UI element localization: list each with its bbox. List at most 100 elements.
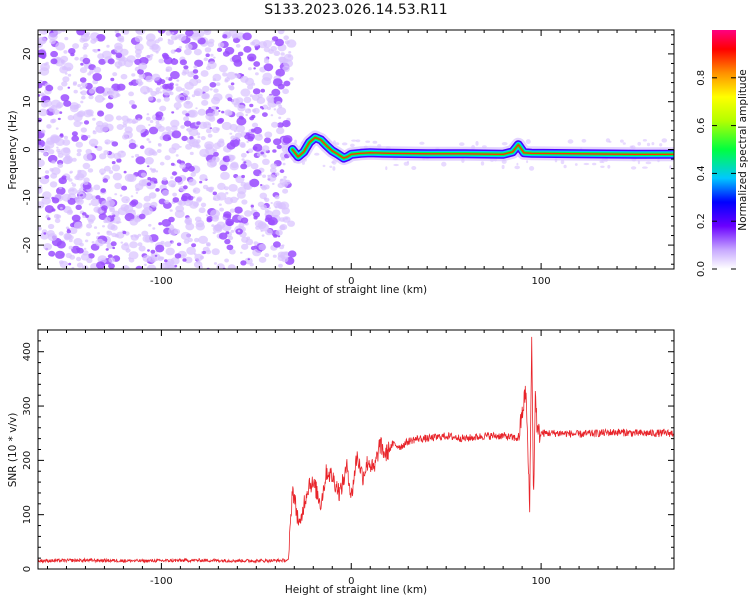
speckle-dot bbox=[38, 108, 48, 117]
speckle-dot bbox=[200, 136, 206, 141]
speckle-dot bbox=[130, 138, 134, 141]
speckle-dot bbox=[170, 162, 175, 166]
speckle-dot bbox=[219, 207, 225, 212]
colorbar-label: Normalized spectral amplitude bbox=[737, 69, 749, 230]
speckle-dot bbox=[131, 120, 137, 124]
speckle-dot bbox=[56, 187, 66, 195]
speckle-dot bbox=[248, 56, 255, 61]
speckle-dot bbox=[130, 195, 134, 198]
speckle-dot bbox=[282, 162, 286, 166]
speckle-dot bbox=[73, 120, 82, 128]
speckle-dot bbox=[259, 192, 268, 199]
speckle-dot bbox=[139, 145, 145, 150]
speckle-dot bbox=[642, 166, 648, 169]
speckle-dot bbox=[167, 137, 172, 141]
speckle-dot bbox=[270, 167, 277, 174]
speckle-dot bbox=[38, 226, 42, 231]
speckle-dot bbox=[192, 201, 200, 207]
speckle-dot bbox=[85, 232, 91, 237]
speckle-dot bbox=[199, 255, 205, 260]
speckle-dot bbox=[67, 73, 72, 77]
speckle-dot bbox=[329, 165, 333, 168]
speckle-dot bbox=[67, 115, 75, 121]
speckle-dot bbox=[529, 166, 535, 171]
speckle-dot bbox=[146, 138, 150, 141]
speckle-dot bbox=[237, 104, 246, 112]
speckle-dot bbox=[43, 243, 52, 251]
speckle-dot bbox=[128, 142, 137, 150]
speckle-dot bbox=[277, 251, 286, 258]
y-tick-label: 200 bbox=[22, 451, 33, 470]
speckle-dot bbox=[253, 211, 260, 218]
speckle-dot bbox=[91, 241, 95, 244]
snr-y-label: SNR (10 * v/v) bbox=[7, 413, 19, 488]
speckle-dot bbox=[144, 263, 147, 266]
speckle-dot bbox=[128, 81, 134, 86]
speckle-dot bbox=[51, 197, 60, 204]
speckle-dot bbox=[76, 152, 82, 157]
speckle-dot bbox=[514, 165, 520, 170]
speckle-dot bbox=[288, 51, 292, 54]
speckle-dot bbox=[155, 51, 159, 54]
speckle-dot bbox=[193, 189, 197, 193]
speckle-dot bbox=[260, 184, 263, 186]
speckle-dot bbox=[205, 146, 216, 155]
speckle-dot bbox=[218, 110, 221, 112]
speckle-dot bbox=[406, 160, 410, 164]
speckle-dot bbox=[229, 85, 235, 91]
speckle-dot bbox=[250, 207, 254, 210]
speckle-dot bbox=[155, 120, 160, 125]
speckle-dot bbox=[51, 160, 56, 164]
speckle-dot bbox=[331, 159, 337, 165]
speckle-dot bbox=[108, 263, 115, 269]
speckle-dot bbox=[79, 121, 83, 125]
speckle-dot bbox=[49, 168, 54, 172]
speckle-dot bbox=[581, 138, 587, 143]
speckle-dot bbox=[165, 31, 172, 36]
speckle-dot bbox=[185, 113, 190, 117]
speckle-dot bbox=[93, 184, 101, 191]
speckle-dot bbox=[176, 242, 182, 247]
speckle-dot bbox=[83, 153, 93, 162]
speckle-dot bbox=[205, 53, 210, 57]
speckle-dot bbox=[267, 217, 278, 226]
colorbar-tick-label: 0.2 bbox=[696, 213, 707, 229]
speckle-dot bbox=[270, 163, 277, 169]
colorbar-tick-label: 0.8 bbox=[696, 70, 707, 86]
speckle-dot bbox=[146, 113, 150, 116]
speckle-dot bbox=[241, 158, 245, 161]
speckle-dot bbox=[215, 82, 221, 86]
speckle-dot bbox=[50, 119, 56, 124]
speckle-dot bbox=[122, 123, 127, 128]
speckle-dot bbox=[103, 150, 109, 155]
speckle-dot bbox=[350, 143, 355, 148]
x-tick-label: -100 bbox=[150, 276, 173, 287]
speckle-dot bbox=[236, 197, 240, 200]
trace-core bbox=[291, 136, 674, 159]
snr-x-label: Height of straight line (km) bbox=[285, 584, 427, 596]
speckle-dot bbox=[82, 162, 91, 170]
speckle-dot bbox=[45, 84, 54, 92]
speckle-dot bbox=[187, 165, 195, 172]
speckle-dot bbox=[121, 115, 129, 122]
speckle-dot bbox=[157, 37, 163, 42]
speckle-dot bbox=[83, 33, 89, 38]
speckle-dot bbox=[254, 133, 263, 141]
speckle-dot bbox=[82, 57, 91, 65]
speckle-dot bbox=[274, 206, 278, 209]
speckle-dot bbox=[148, 192, 157, 199]
speckle-dot bbox=[278, 104, 283, 109]
speckle-dot bbox=[144, 147, 155, 156]
speckle-dot bbox=[110, 77, 115, 82]
speckle-dot bbox=[240, 75, 249, 83]
speckle-dot bbox=[256, 152, 262, 157]
speckle-dot bbox=[280, 52, 285, 56]
speckle-dot bbox=[86, 257, 93, 264]
speckle-dot bbox=[165, 126, 172, 132]
speckle-dot bbox=[252, 108, 257, 113]
speckle-dot bbox=[163, 96, 170, 102]
speckle-dot bbox=[201, 99, 209, 106]
speckle-dot bbox=[185, 217, 192, 224]
speckle-dot bbox=[203, 154, 207, 157]
speckle-dot bbox=[275, 68, 286, 77]
